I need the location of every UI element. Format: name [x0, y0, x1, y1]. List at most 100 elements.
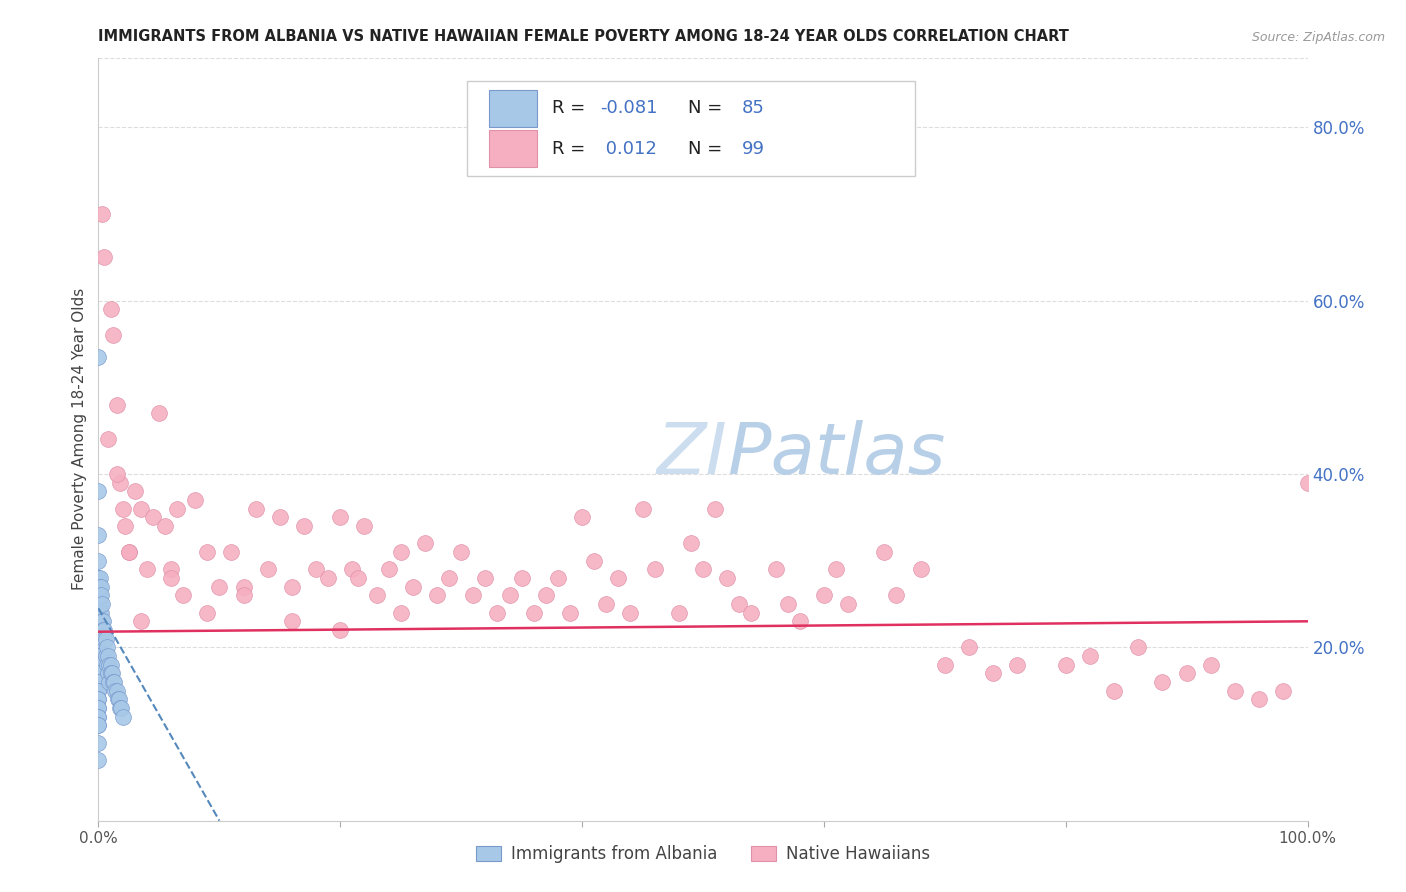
Point — [87, 615, 110, 629]
Point — [96, 657, 118, 672]
Point — [837, 597, 859, 611]
Point — [595, 597, 617, 611]
Point — [776, 597, 799, 611]
Point — [934, 657, 956, 672]
Text: 0.012: 0.012 — [600, 140, 657, 158]
Point — [679, 536, 702, 550]
Point — [87, 709, 110, 723]
Legend: Immigrants from Albania, Native Hawaiians: Immigrants from Albania, Native Hawaiian… — [470, 838, 936, 870]
Point — [463, 588, 485, 602]
Point — [87, 623, 110, 637]
Point — [91, 615, 114, 629]
Point — [124, 484, 146, 499]
Point — [87, 709, 110, 723]
Text: N =: N = — [689, 140, 728, 158]
Point — [813, 588, 835, 602]
Point — [450, 545, 472, 559]
Point — [87, 692, 110, 706]
Point — [98, 657, 121, 672]
Point — [910, 562, 932, 576]
Point — [93, 623, 115, 637]
Point — [160, 571, 183, 585]
Point — [1128, 640, 1150, 655]
Point — [87, 350, 110, 364]
Point — [87, 718, 110, 732]
Point — [87, 666, 110, 681]
Text: R =: R = — [551, 140, 591, 158]
Point — [107, 692, 129, 706]
Point — [87, 718, 110, 732]
Point — [87, 623, 110, 637]
Point — [129, 615, 152, 629]
Point — [87, 675, 110, 690]
Point — [91, 615, 114, 629]
Point — [1223, 683, 1246, 698]
Point — [195, 545, 218, 559]
Point — [413, 536, 436, 550]
Point — [765, 562, 787, 576]
Point — [87, 632, 110, 646]
Point — [1296, 475, 1319, 490]
Point — [329, 623, 352, 637]
Point — [281, 580, 304, 594]
Text: R =: R = — [551, 99, 591, 118]
Point — [87, 632, 110, 646]
Text: -0.081: -0.081 — [600, 99, 658, 118]
Point — [90, 606, 112, 620]
Text: ZI: ZI — [657, 420, 727, 489]
Point — [87, 675, 110, 690]
Point — [256, 562, 278, 576]
Point — [93, 250, 115, 264]
Point — [377, 562, 399, 576]
Point — [87, 648, 110, 663]
Point — [184, 493, 207, 508]
Point — [232, 588, 254, 602]
Point — [87, 657, 110, 672]
Point — [87, 484, 110, 499]
Point — [87, 640, 110, 655]
Point — [87, 736, 110, 750]
Point — [619, 606, 641, 620]
Point — [1102, 683, 1125, 698]
Point — [91, 623, 114, 637]
Point — [87, 554, 110, 568]
Point — [873, 545, 896, 559]
FancyBboxPatch shape — [489, 90, 537, 127]
Point — [89, 580, 111, 594]
Point — [108, 701, 131, 715]
Point — [89, 588, 111, 602]
Point — [94, 632, 117, 646]
Point — [486, 606, 509, 620]
Point — [740, 606, 762, 620]
Point — [87, 666, 110, 681]
Point — [111, 709, 134, 723]
Point — [87, 692, 110, 706]
Point — [89, 597, 111, 611]
Point — [692, 562, 714, 576]
FancyBboxPatch shape — [467, 81, 915, 177]
Point — [97, 648, 120, 663]
Point — [91, 207, 114, 221]
Point — [347, 571, 370, 585]
Point — [668, 606, 690, 620]
Point — [534, 588, 557, 602]
Point — [981, 666, 1004, 681]
Point — [89, 571, 111, 585]
Point — [305, 562, 328, 576]
Point — [100, 666, 122, 681]
Point — [87, 701, 110, 715]
Point — [87, 606, 110, 620]
Point — [87, 597, 110, 611]
Point — [129, 501, 152, 516]
Point — [474, 571, 496, 585]
Point — [87, 701, 110, 715]
Point — [221, 545, 243, 559]
Point — [87, 666, 110, 681]
Point — [1152, 675, 1174, 690]
Point — [87, 640, 110, 655]
Point — [97, 666, 120, 681]
Point — [353, 519, 375, 533]
Text: Patlas: Patlas — [727, 420, 945, 489]
Text: N =: N = — [689, 99, 728, 118]
Point — [292, 519, 315, 533]
